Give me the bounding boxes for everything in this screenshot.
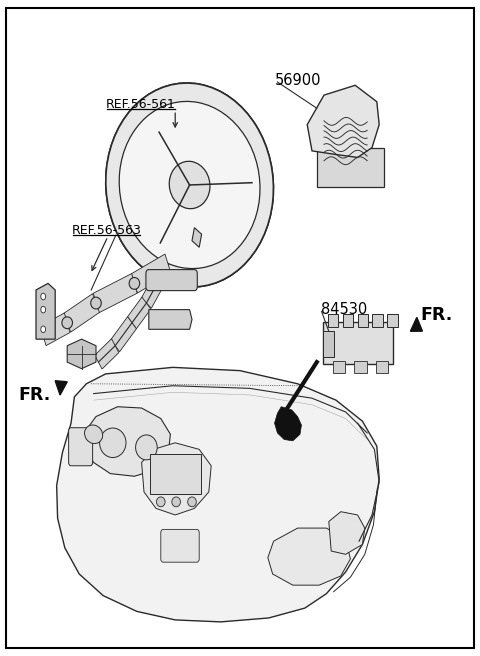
Ellipse shape (84, 425, 103, 443)
FancyBboxPatch shape (69, 428, 93, 466)
Ellipse shape (41, 306, 46, 313)
Polygon shape (192, 228, 202, 247)
Text: 56900: 56900 (275, 73, 321, 87)
Ellipse shape (41, 326, 46, 333)
Polygon shape (410, 318, 422, 331)
Ellipse shape (91, 297, 101, 309)
FancyBboxPatch shape (343, 314, 353, 327)
Ellipse shape (172, 497, 180, 506)
Polygon shape (55, 380, 67, 395)
Text: REF.56-563: REF.56-563 (72, 224, 142, 237)
Ellipse shape (129, 277, 140, 289)
Ellipse shape (119, 102, 260, 268)
FancyBboxPatch shape (323, 322, 393, 364)
FancyBboxPatch shape (150, 454, 201, 494)
Text: REF.56-561: REF.56-561 (106, 98, 176, 112)
Polygon shape (142, 443, 211, 515)
Polygon shape (93, 274, 137, 313)
Ellipse shape (169, 161, 210, 209)
Polygon shape (275, 407, 301, 441)
Polygon shape (156, 245, 182, 283)
Polygon shape (172, 227, 191, 255)
Text: FR.: FR. (420, 306, 453, 324)
Ellipse shape (156, 497, 165, 506)
Ellipse shape (41, 293, 46, 300)
Polygon shape (307, 85, 379, 157)
FancyBboxPatch shape (146, 270, 197, 291)
FancyBboxPatch shape (323, 331, 334, 357)
Polygon shape (329, 512, 365, 554)
Ellipse shape (62, 317, 72, 329)
Ellipse shape (106, 83, 274, 287)
Polygon shape (149, 310, 192, 329)
Ellipse shape (106, 83, 274, 287)
Polygon shape (64, 294, 99, 332)
Polygon shape (57, 367, 379, 622)
Polygon shape (95, 338, 119, 369)
Polygon shape (128, 297, 151, 329)
Polygon shape (268, 528, 350, 585)
Polygon shape (67, 339, 96, 369)
FancyBboxPatch shape (376, 361, 388, 373)
FancyBboxPatch shape (333, 361, 345, 373)
FancyBboxPatch shape (161, 529, 199, 562)
Ellipse shape (135, 435, 157, 460)
Polygon shape (84, 407, 170, 476)
Ellipse shape (188, 497, 196, 506)
FancyBboxPatch shape (372, 314, 383, 327)
FancyBboxPatch shape (387, 314, 398, 327)
FancyBboxPatch shape (317, 148, 384, 187)
Ellipse shape (100, 428, 126, 458)
Text: 84530: 84530 (321, 302, 367, 317)
Polygon shape (132, 254, 171, 293)
Polygon shape (40, 313, 70, 346)
Polygon shape (36, 283, 55, 339)
FancyBboxPatch shape (354, 361, 367, 373)
Polygon shape (142, 272, 166, 308)
FancyBboxPatch shape (328, 314, 338, 327)
Text: FR.: FR. (18, 386, 51, 404)
Polygon shape (111, 317, 136, 352)
FancyBboxPatch shape (358, 314, 368, 327)
